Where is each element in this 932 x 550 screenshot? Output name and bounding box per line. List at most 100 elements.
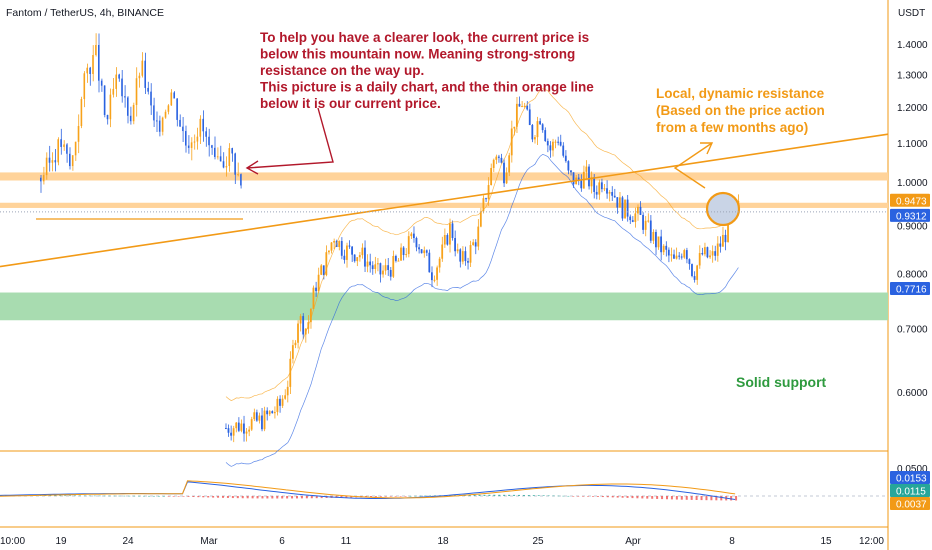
candle-body (539, 121, 541, 125)
candle-body (621, 197, 624, 219)
macd-histogram-bar (567, 495, 570, 497)
candle-body (657, 236, 660, 248)
inset-candle-body (118, 74, 120, 79)
candle-body (613, 195, 616, 198)
candle-body (376, 263, 379, 265)
candle-body (405, 254, 408, 256)
candle-body (240, 423, 243, 431)
macd-histogram-bar (685, 496, 688, 500)
inset-candle-body (63, 144, 65, 147)
candle-body (595, 191, 598, 195)
macd-histogram-bar (656, 496, 659, 499)
macd-histogram-bar (276, 496, 279, 499)
candle-body (441, 244, 444, 259)
time-axis[interactable]: 10:00 19 24 Mar 6 11 18 25 Apr 8 15 12:00 (0, 536, 884, 547)
macd-histogram-bar (44, 495, 47, 496)
candle-body (716, 243, 719, 256)
inset-candle-body (57, 139, 59, 163)
inset-candle-body (71, 155, 74, 167)
macd-histogram-bar (202, 496, 205, 498)
candle-body (523, 105, 526, 107)
macd-histogram-bar (419, 495, 422, 497)
symbol-title: Fantom / TetherUS, 4h, BINANCE (6, 7, 164, 19)
macd-histogram-bar (59, 495, 62, 497)
time-tick-label: 6 (279, 536, 285, 547)
candle-body (284, 395, 287, 399)
candle-body (606, 188, 608, 194)
candle-body (281, 398, 284, 406)
candle-body (302, 316, 305, 335)
macd-histogram-bar (651, 496, 654, 499)
inset-candle-body (158, 120, 161, 132)
macd-histogram-bar (291, 496, 294, 499)
zone-resistance-lower (0, 202, 888, 208)
candle-body (552, 141, 554, 151)
candle-body (330, 242, 333, 251)
mountain-annotation: To help you have a clearer look, the cur… (260, 30, 594, 111)
inset-candle-body (161, 117, 164, 132)
inset-candle-body (115, 74, 117, 89)
price-axis[interactable]: 1.4000 1.3000 1.2000 1.1000 1.0000 0.9000 0.80… (897, 40, 928, 399)
time-tick-label: 11 (341, 536, 352, 547)
candle-body (505, 172, 508, 184)
candle-body (598, 182, 601, 195)
resistance-touch-circle (705, 191, 741, 227)
candle-body (338, 241, 341, 248)
macd-histogram-bar (207, 496, 210, 498)
macd-histogram-bar (587, 496, 590, 497)
inset-candle-body (185, 131, 187, 146)
annotation-line: below it is our current price. (260, 96, 441, 111)
candle-body (273, 411, 276, 414)
currency-label: USDT (898, 8, 925, 19)
time-tick-label: 19 (55, 536, 67, 547)
macd-tag-label: 0.0115 (896, 487, 926, 498)
macd-histogram-bar (409, 495, 412, 497)
candle-body (703, 247, 706, 255)
candle-body (544, 130, 547, 142)
candle-body (325, 252, 328, 276)
inset-candle-body (182, 126, 184, 132)
macd-tag-box (890, 471, 930, 484)
candle-body (580, 180, 583, 189)
candle-body (467, 261, 469, 263)
candle-body (696, 265, 699, 280)
macd-histogram-bar (429, 495, 432, 497)
macd-histogram-bar (162, 495, 165, 497)
inset-candle-body (216, 156, 219, 158)
candle-body (497, 156, 500, 158)
candle-body (637, 206, 639, 214)
macd-histogram-bar (646, 496, 649, 499)
macd-histogram-bar (503, 494, 506, 496)
macd-histogram-bar (374, 496, 377, 497)
candle-body (402, 247, 405, 255)
candle-body (418, 247, 420, 250)
macd-histogram-bar (54, 495, 57, 497)
candle-body (611, 192, 614, 196)
macd-tag-label: 0.0153 (896, 474, 927, 485)
candle-body (721, 234, 724, 247)
upper-band-line (225, 88, 739, 401)
macd-histogram-bar (596, 496, 599, 497)
macd-histogram-bar (286, 496, 289, 499)
inset-candle-body (127, 97, 129, 116)
macd-histogram-bar (424, 495, 427, 497)
candle-body (410, 233, 413, 237)
candle-body (526, 105, 529, 110)
candle-body (474, 242, 477, 247)
candle-body (425, 250, 428, 253)
inset-candle-body (231, 148, 233, 154)
candle-body (649, 220, 652, 241)
macd-histogram-bar (562, 495, 565, 497)
inset-candle-body (179, 119, 181, 127)
candle-body (461, 251, 464, 262)
candle-body (711, 251, 714, 256)
time-tick-label: 8 (729, 536, 735, 547)
candle-body (371, 265, 374, 270)
macd-histogram-bar (616, 496, 619, 498)
candle-body (564, 155, 567, 162)
annotation-line: resistance on the way up. (260, 63, 424, 78)
candle-body (369, 261, 372, 266)
macd-histogram-bar (182, 496, 185, 497)
price-tick-label: 1.2000 (897, 103, 928, 114)
